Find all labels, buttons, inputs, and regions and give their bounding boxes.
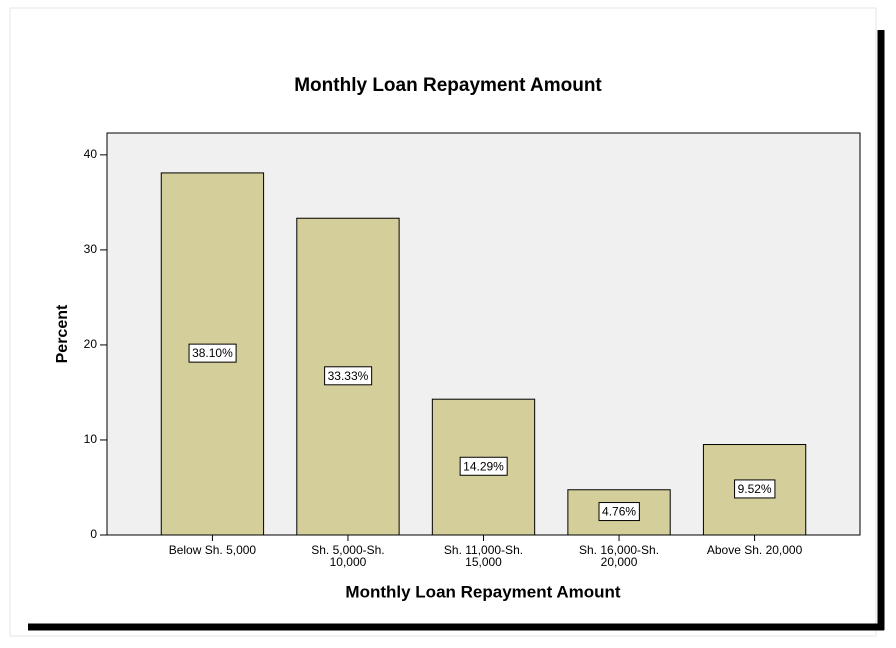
x-tick-label: Sh. 5,000-Sh. 10,000 [311, 543, 385, 569]
x-tick-label: Sh. 11,000-Sh. 15,000 [443, 543, 524, 569]
data-label: 38.10% [192, 346, 233, 360]
x-axis-label: Monthly Loan Repayment Amount [345, 582, 620, 601]
data-label-box [188, 343, 237, 363]
data-label-box [459, 456, 508, 476]
data-label: 4.76% [602, 505, 636, 519]
data-label-box [598, 502, 640, 522]
x-tick-label: Below Sh. 5,000 [168, 543, 257, 557]
y-tick-label: 20 [84, 337, 98, 351]
data-label: 9.52% [738, 482, 772, 496]
x-tick-label: Above Sh. 20,000 [706, 543, 803, 557]
data-label: 33.33% [328, 369, 369, 383]
chart-title: Monthly Loan Repayment Amount [294, 75, 602, 96]
y-tick-label: 0 [90, 527, 97, 541]
data-label-box [324, 366, 373, 386]
y-tick-label: 10 [84, 432, 98, 446]
y-axis-label: Percent [54, 304, 71, 363]
y-tick-label: 30 [84, 242, 98, 256]
x-tick-label: Sh. 16,000-Sh. 20,000 [579, 543, 660, 569]
data-label-box [734, 479, 776, 499]
data-label: 14.29% [463, 459, 504, 473]
y-tick-label: 40 [84, 147, 98, 161]
